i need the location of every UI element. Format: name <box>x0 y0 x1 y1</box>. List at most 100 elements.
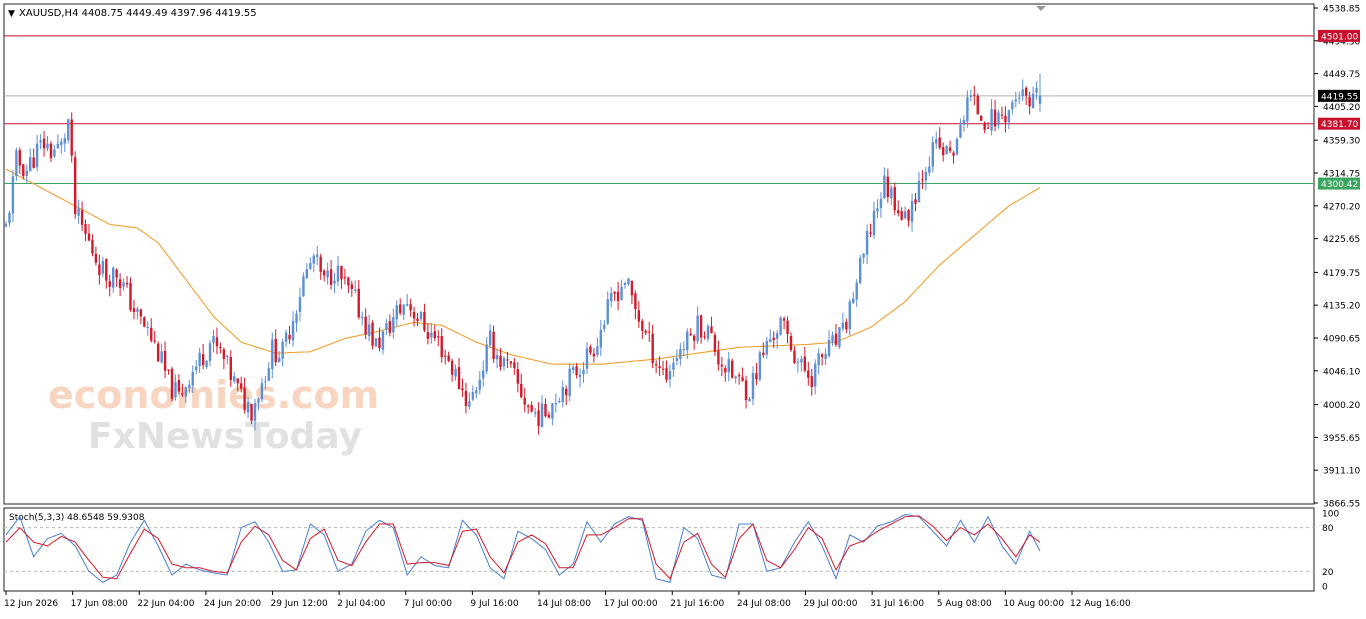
candle-body <box>596 346 599 355</box>
candle-body <box>623 283 627 286</box>
time-tick-label: 10 Aug 00:00 <box>1003 599 1064 609</box>
candle-body <box>779 317 782 335</box>
candle-body <box>741 377 744 381</box>
candle-body <box>969 95 973 97</box>
candle-body <box>42 138 46 149</box>
candle-body <box>309 262 312 269</box>
candle-body <box>201 353 205 366</box>
candle-body <box>734 376 737 379</box>
candle-body <box>60 141 63 146</box>
candle-body <box>253 403 257 421</box>
candle-body <box>388 321 392 333</box>
candle-body <box>827 340 831 356</box>
price-panel[interactable] <box>3 3 1315 505</box>
candle-body <box>865 230 869 255</box>
price-tick-label: 4135.20 <box>1323 302 1360 312</box>
candle-body <box>814 363 817 387</box>
candle-body <box>513 362 516 369</box>
candle-body <box>744 380 748 401</box>
candle-body <box>18 150 22 166</box>
candle-body <box>80 210 84 225</box>
candle-body <box>876 208 879 212</box>
candle-body <box>243 387 246 411</box>
candle-body <box>924 171 928 181</box>
candle-body <box>46 143 49 149</box>
time-tick-label: 9 Jul 16:00 <box>470 599 519 609</box>
candle-body <box>488 330 492 346</box>
time-tick-label: 31 Jul 16:00 <box>870 599 924 609</box>
candle-body <box>910 201 914 222</box>
candle-body <box>298 297 302 312</box>
candle-body <box>589 346 592 353</box>
candle-body <box>886 176 890 198</box>
candle-body <box>360 317 364 319</box>
candle-body <box>392 317 395 333</box>
candle-body <box>897 210 900 214</box>
ma-line <box>5 168 1041 365</box>
candle-body <box>146 326 149 328</box>
candle-body <box>845 321 848 330</box>
candle-body <box>264 381 267 383</box>
candle-body <box>395 305 398 320</box>
candle-body <box>295 313 298 323</box>
candle-body <box>606 299 609 324</box>
candle-body <box>907 210 910 221</box>
time-tick-label: 17 Jun 08:00 <box>71 599 128 609</box>
candle-body <box>312 255 315 264</box>
candle-body <box>433 331 437 339</box>
candle-body <box>838 327 841 347</box>
candle-body <box>630 280 634 296</box>
candle-body <box>246 401 250 413</box>
time-tick-label: 7 Jul 00:00 <box>404 599 453 609</box>
candle-body <box>699 315 703 338</box>
candle-body <box>63 138 66 144</box>
candle-body <box>219 346 222 348</box>
candle-body <box>530 405 533 412</box>
candle-body <box>156 343 160 362</box>
candle-body <box>748 398 751 402</box>
price-tick-label: 4090.65 <box>1323 335 1360 345</box>
candle-body <box>226 355 229 357</box>
price-tick-label: 4179.75 <box>1323 269 1360 279</box>
price-tick-label: 3911.10 <box>1323 467 1360 477</box>
stochastic-panel[interactable] <box>3 507 1315 592</box>
candle-body <box>150 327 153 341</box>
candle-body <box>682 349 686 351</box>
candle-body <box>132 308 136 313</box>
candle-body <box>758 352 762 380</box>
time-tick-label: 12 Jun 2026 <box>4 599 58 609</box>
time-tick-label: 24 Jun 20:00 <box>204 599 261 609</box>
candle-body <box>520 383 523 398</box>
candle-body <box>267 368 271 381</box>
candle-body <box>333 280 336 284</box>
candle-body <box>70 119 73 156</box>
candle-body <box>122 282 125 287</box>
candle-body <box>834 333 838 345</box>
candle-body <box>233 376 236 382</box>
candle-body <box>582 369 585 375</box>
level-price-label: 4381.70 <box>1321 120 1358 130</box>
candle-body <box>710 326 713 334</box>
candle-body <box>112 267 115 288</box>
price-tick-label: 4405.20 <box>1323 103 1360 113</box>
candle-body <box>22 164 25 177</box>
candle-body <box>938 137 941 148</box>
candle-body <box>765 341 769 355</box>
candle-body <box>385 323 388 330</box>
candle-body <box>502 358 506 367</box>
candle-body <box>329 269 333 285</box>
candle-body <box>271 339 274 370</box>
candle-body <box>568 368 571 397</box>
candle-body <box>212 336 215 343</box>
current-price-badge <box>1318 89 1360 102</box>
candle-body <box>35 143 39 168</box>
candle-body <box>450 360 454 375</box>
collapse-triangle-icon[interactable]: ▼ <box>8 9 15 19</box>
candle-body <box>347 277 350 286</box>
candle-body <box>174 382 177 398</box>
price-tick-label: 4270.20 <box>1323 202 1360 212</box>
chart-shift-icon[interactable] <box>1036 6 1046 11</box>
candle-body <box>343 277 347 279</box>
candle-body <box>803 356 807 371</box>
